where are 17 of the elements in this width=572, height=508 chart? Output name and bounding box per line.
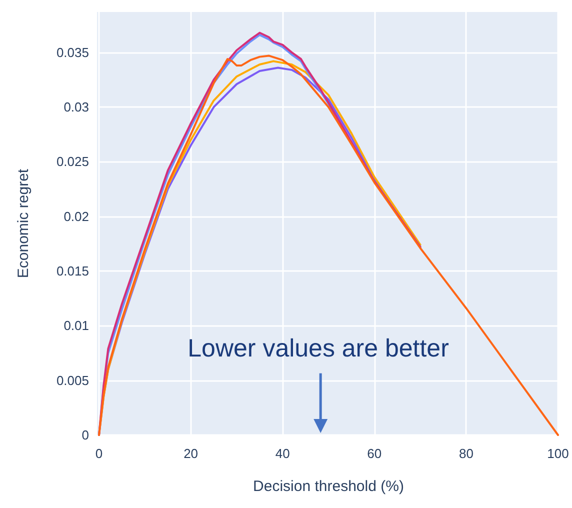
x-axis-title: Decision threshold (%) (253, 478, 404, 495)
y-tick-label: 0.01 (64, 318, 89, 334)
x-tick-label: 60 (367, 446, 382, 461)
y-tick-label: 0.015 (56, 264, 89, 279)
y-axis-title: Economic regret (15, 168, 32, 278)
x-tick-label: 100 (547, 446, 569, 461)
y-tick-label: 0.005 (56, 372, 89, 388)
annotation: Lower values are better (188, 334, 449, 362)
x-tick-label: 0 (95, 446, 103, 461)
y-tick-label: 0.025 (56, 154, 89, 170)
y-tick-label: 0 (82, 428, 89, 442)
y-tick-label: 0.03 (64, 100, 89, 115)
x-tick-label: 20 (184, 446, 198, 461)
x-tick-label: 80 (458, 446, 474, 461)
x-tick-label: 40 (275, 446, 290, 461)
y-tick-label: 0.035 (56, 44, 89, 60)
y-tick-label: 0.02 (64, 208, 89, 224)
